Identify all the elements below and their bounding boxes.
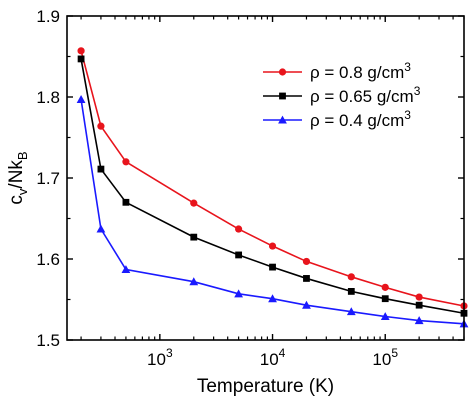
legend-item: ρ = 0.4 g/cm3 — [263, 108, 411, 130]
data-point — [347, 273, 355, 281]
data-point — [122, 158, 130, 166]
data-point — [190, 199, 198, 207]
data-point — [234, 289, 244, 298]
x-tick-label: 103 — [147, 346, 173, 369]
data-point — [269, 263, 276, 271]
data-point — [347, 288, 355, 295]
data-point — [380, 312, 390, 321]
legend-marker — [278, 115, 287, 124]
y-tick-label: 1.7 — [36, 169, 60, 188]
legend-item: ρ = 0.8 g/cm3 — [263, 60, 411, 82]
legend-item: ρ = 0.65 g/cm3 — [263, 84, 421, 106]
data-point — [97, 165, 105, 173]
y-axis-title: cv/NkB — [6, 151, 30, 204]
tick-labels: 1.5 1.6 1.7 1.8 1.9 103 104 105 — [36, 7, 398, 369]
data-point — [97, 122, 105, 130]
y-axis-title-main: c — [6, 195, 27, 205]
data-point — [96, 224, 106, 233]
series-line — [80, 99, 465, 325]
data-point — [302, 300, 311, 309]
data-point — [415, 293, 423, 301]
x-tick-label: 105 — [372, 346, 398, 369]
data-point — [414, 316, 424, 325]
data-point — [189, 277, 199, 286]
data-point — [235, 251, 243, 259]
series-circle — [77, 47, 468, 310]
legend-marker — [279, 92, 286, 100]
series-layer — [76, 47, 469, 328]
data-point — [268, 242, 277, 250]
y-axis-title-sub1: v — [15, 188, 30, 195]
data-point — [381, 283, 389, 291]
data-point — [77, 47, 85, 55]
x-axis-title: Temperature (K) — [197, 376, 334, 397]
y-tick-label: 1.8 — [36, 88, 60, 107]
data-point — [76, 95, 86, 103]
y-tick-label: 1.6 — [36, 250, 60, 269]
x-tick-label: 104 — [260, 346, 286, 369]
data-point — [121, 265, 131, 274]
y-tick-label: 1.9 — [36, 7, 60, 26]
data-point — [346, 307, 356, 316]
data-point — [302, 257, 311, 266]
data-point — [303, 275, 310, 282]
data-point — [77, 55, 85, 63]
series-triangle — [76, 95, 469, 328]
y-axis-title-sub2: B — [15, 151, 30, 160]
plot-frame — [66, 15, 465, 341]
data-point — [190, 233, 198, 241]
data-point — [381, 295, 389, 303]
data-point — [268, 294, 277, 303]
legend-label: ρ = 0.8 g/cm3 — [310, 60, 411, 82]
y-tick-label: 1.5 — [36, 331, 60, 350]
series-square — [77, 55, 468, 317]
legend-label: ρ = 0.65 g/cm3 — [310, 84, 421, 106]
legend-label: ρ = 0.4 g/cm3 — [310, 108, 411, 130]
data-point — [415, 301, 423, 309]
data-point — [122, 198, 130, 206]
data-point — [235, 225, 243, 233]
y-axis-title-mid: /Nk — [6, 160, 27, 189]
legend-marker — [278, 68, 287, 76]
